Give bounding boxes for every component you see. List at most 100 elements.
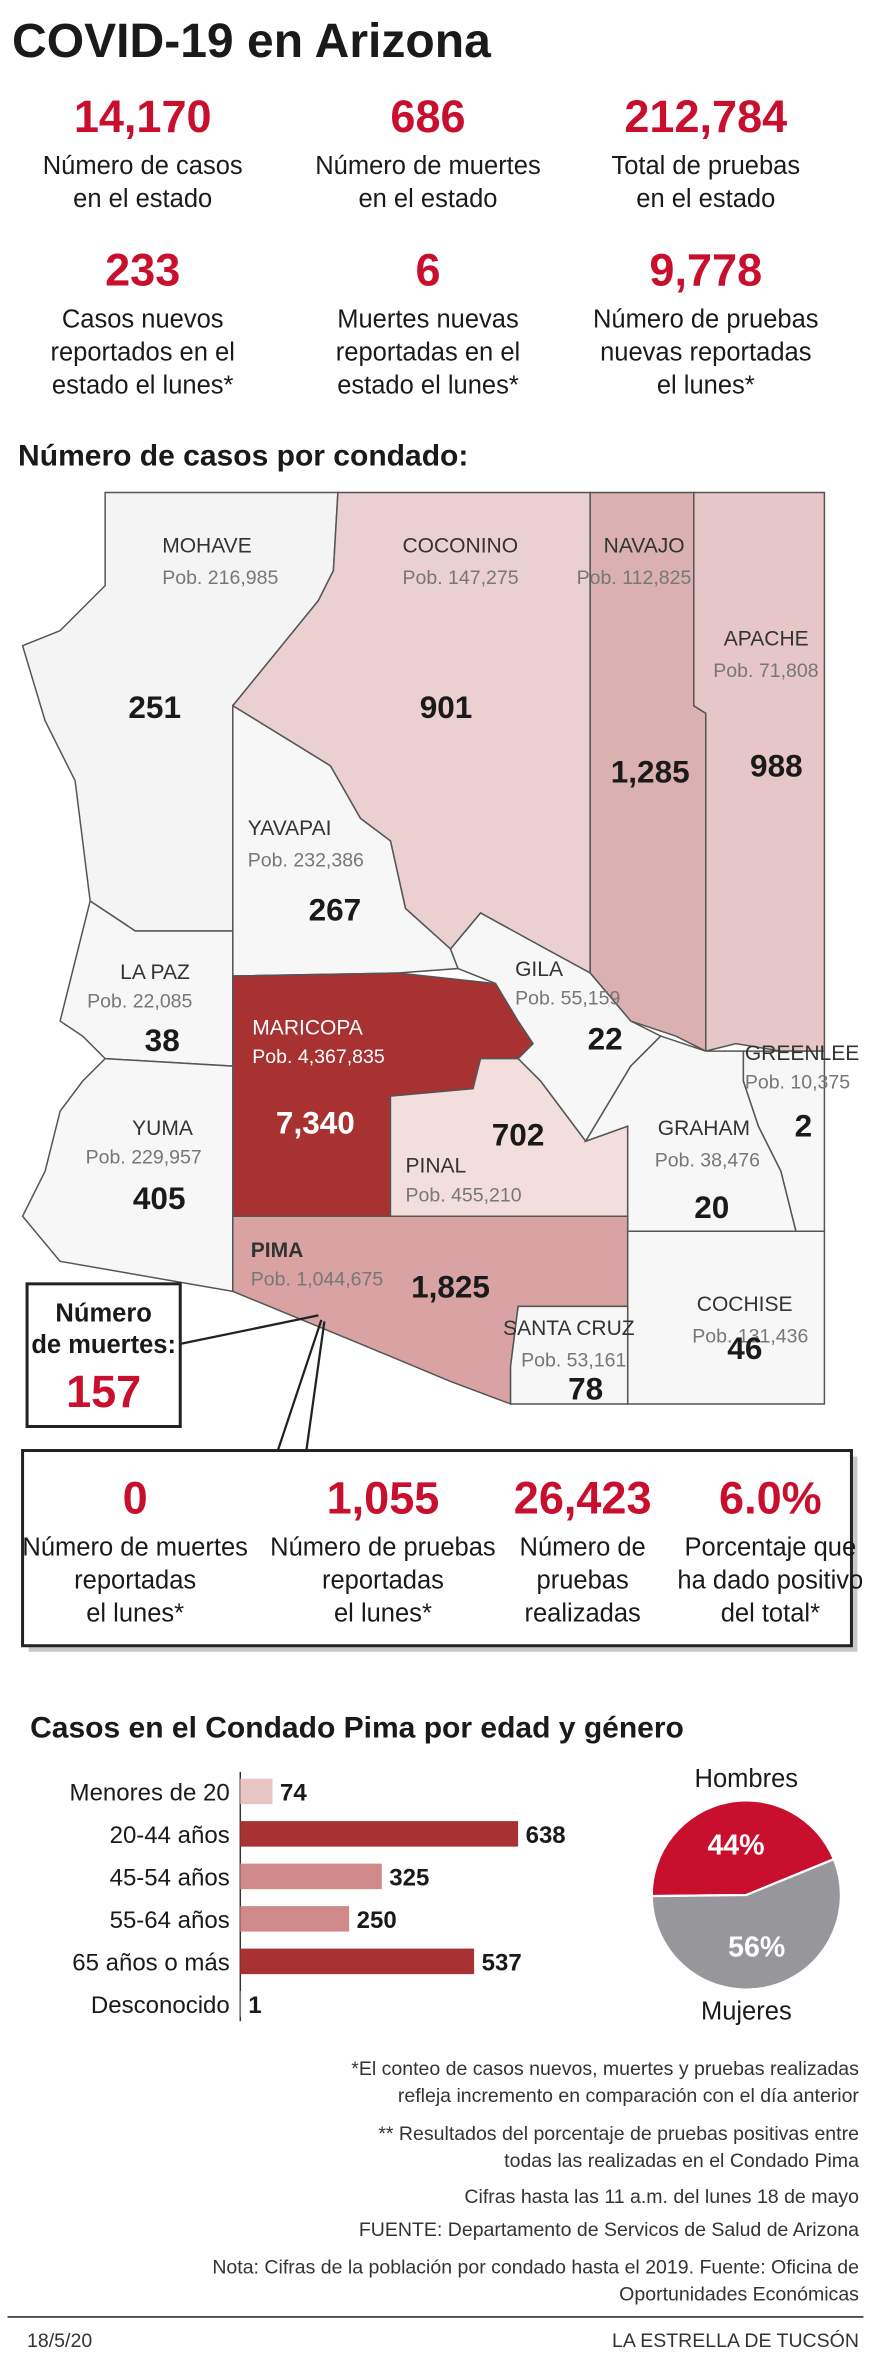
- pima-stat-label: reportadas: [74, 1567, 196, 1595]
- callout-value: 157: [66, 1366, 141, 1417]
- county-name: COCHISE: [697, 1293, 793, 1316]
- callout-line: [276, 1319, 323, 1451]
- stat-label: estado el lunes*: [52, 371, 234, 399]
- callout-line: [305, 1321, 326, 1451]
- bar-value: 74: [280, 1779, 307, 1806]
- county-name: NAVAJO: [604, 535, 685, 558]
- bar-value: 1: [248, 1992, 261, 2019]
- county-population: Pob. 22,085: [87, 991, 192, 1013]
- county-population: Pob. 455,210: [405, 1184, 521, 1206]
- stat-value: 212,784: [624, 91, 787, 142]
- title: COVID-19 en Arizona: [12, 15, 492, 68]
- county-name: APACHE: [724, 628, 809, 651]
- pima-stat-label: pruebas: [537, 1567, 629, 1595]
- stat-label: Casos nuevos: [62, 305, 224, 333]
- pima-stat-label: reportadas: [322, 1567, 444, 1595]
- pie-value-label: 44%: [707, 1830, 764, 1862]
- county-population: Pob. 1,044,675: [251, 1268, 384, 1290]
- county-cases: 251: [128, 689, 181, 725]
- bar-value: 250: [357, 1907, 397, 1934]
- county-population: Pob. 131,436: [692, 1325, 808, 1347]
- stat-label: en el estado: [636, 185, 775, 213]
- county-population: Pob. 55,159: [515, 988, 620, 1010]
- county-population: Pob. 216,985: [162, 567, 278, 589]
- county-name: YAVAPAI: [248, 817, 332, 840]
- bar-category: 20-44 años: [110, 1822, 230, 1849]
- county-population: Pob. 229,957: [86, 1147, 202, 1169]
- pima-stat-value: 0: [123, 1473, 148, 1524]
- stat-value: 9,778: [649, 244, 762, 295]
- bar-category: Menores de 20: [70, 1779, 230, 1806]
- stat-label: reportados en el: [50, 338, 234, 366]
- county-population: Pob. 53,161: [521, 1349, 626, 1371]
- note: *El conteo de casos nuevos, muertes y pr…: [351, 2058, 859, 2080]
- county-cases: 267: [309, 891, 362, 927]
- stat-label: Número de casos: [43, 152, 243, 180]
- county-population: Pob. 4,367,835: [252, 1046, 385, 1068]
- county-shape: [693, 491, 826, 1053]
- county-name: PINAL: [405, 1155, 466, 1178]
- county-population: Pob. 112,825: [577, 567, 692, 589]
- bar-value: 325: [389, 1864, 429, 1891]
- county-name: GREENLEE: [745, 1042, 859, 1065]
- county-shape: [583, 1035, 797, 1233]
- bar-category: 65 años o más: [72, 1949, 230, 1976]
- county-name: LA PAZ: [120, 961, 190, 984]
- pima-stat-value: 6.0%: [719, 1473, 822, 1524]
- county-cases: 2: [795, 1108, 813, 1144]
- bar-category: 45-54 años: [110, 1864, 230, 1891]
- note: ** Resultados del porcentaje de pruebas …: [378, 2123, 859, 2145]
- pie-slice: [650, 1857, 843, 1991]
- county-population: Pob. 232,386: [248, 849, 364, 871]
- stat-label: Número de muertes: [315, 152, 540, 180]
- county-cases: 988: [750, 747, 803, 783]
- county-population: Pob. 38,476: [655, 1150, 760, 1172]
- pie-slice: [650, 1799, 836, 1898]
- county-cases: 405: [133, 1180, 186, 1216]
- callout-label: de muertes:: [31, 1331, 176, 1359]
- county-name: MOHAVE: [162, 535, 252, 558]
- county-cases: 20: [694, 1189, 729, 1225]
- county-shape: [509, 1305, 629, 1405]
- pima-stat-label: Porcentaje que: [685, 1534, 857, 1562]
- stat-label: nuevas reportadas: [600, 338, 811, 366]
- stat-value: 6: [415, 244, 440, 295]
- stat-label: Muertes nuevas: [337, 305, 519, 333]
- note: todas las realizadas en el Condado Pima: [504, 2150, 859, 2172]
- county-cases: 78: [568, 1370, 603, 1406]
- county-population: Pob. 71,808: [713, 660, 818, 682]
- footer-date: 18/5/20: [27, 2330, 92, 2352]
- county-cases: 38: [145, 1022, 180, 1058]
- county-shape: [626, 1230, 826, 1405]
- bar-category: 55-64 años: [110, 1907, 230, 1934]
- pie-value-label: 56%: [728, 1931, 785, 1963]
- county-cases: 1,825: [411, 1268, 490, 1304]
- pima-stat-label: Número de muertes: [22, 1534, 247, 1562]
- callout-box: [25, 1282, 182, 1429]
- note: FUENTE: Departamento de Servicos de Salu…: [359, 2219, 859, 2241]
- stat-label: reportadas en el: [336, 338, 520, 366]
- pima-stat-value: 26,423: [514, 1473, 652, 1524]
- chart-title: Casos en el Condado Pima por edad y géne…: [30, 1711, 684, 1744]
- note: Nota: Cifras de la población por condado…: [212, 2256, 859, 2278]
- pima-stat-value: 1,055: [327, 1473, 440, 1524]
- pima-stat-label: el lunes*: [86, 1600, 184, 1628]
- county-cases: 22: [588, 1021, 623, 1057]
- map: [21, 491, 826, 1406]
- county-cases: 1,285: [611, 753, 690, 789]
- callout-line: [180, 1314, 319, 1346]
- county-cases: 7,340: [276, 1105, 355, 1141]
- bar: [240, 1948, 475, 1975]
- county-name: SANTA CRUZ: [503, 1317, 635, 1340]
- county-population: Pob. 10,375: [745, 1072, 850, 1094]
- county-name: MARICOPA: [252, 1017, 363, 1040]
- pima-stat-label: Número de pruebas: [270, 1534, 496, 1562]
- bar: [240, 1778, 273, 1805]
- stat-value: 14,170: [74, 91, 212, 142]
- pima-stat-label: realizadas: [524, 1600, 640, 1628]
- bar-value: 638: [526, 1822, 566, 1849]
- pima-stat-label: ha dado positivo: [677, 1567, 863, 1595]
- bar-category: Desconocido: [91, 1992, 230, 2019]
- county-cases: 46: [727, 1330, 762, 1366]
